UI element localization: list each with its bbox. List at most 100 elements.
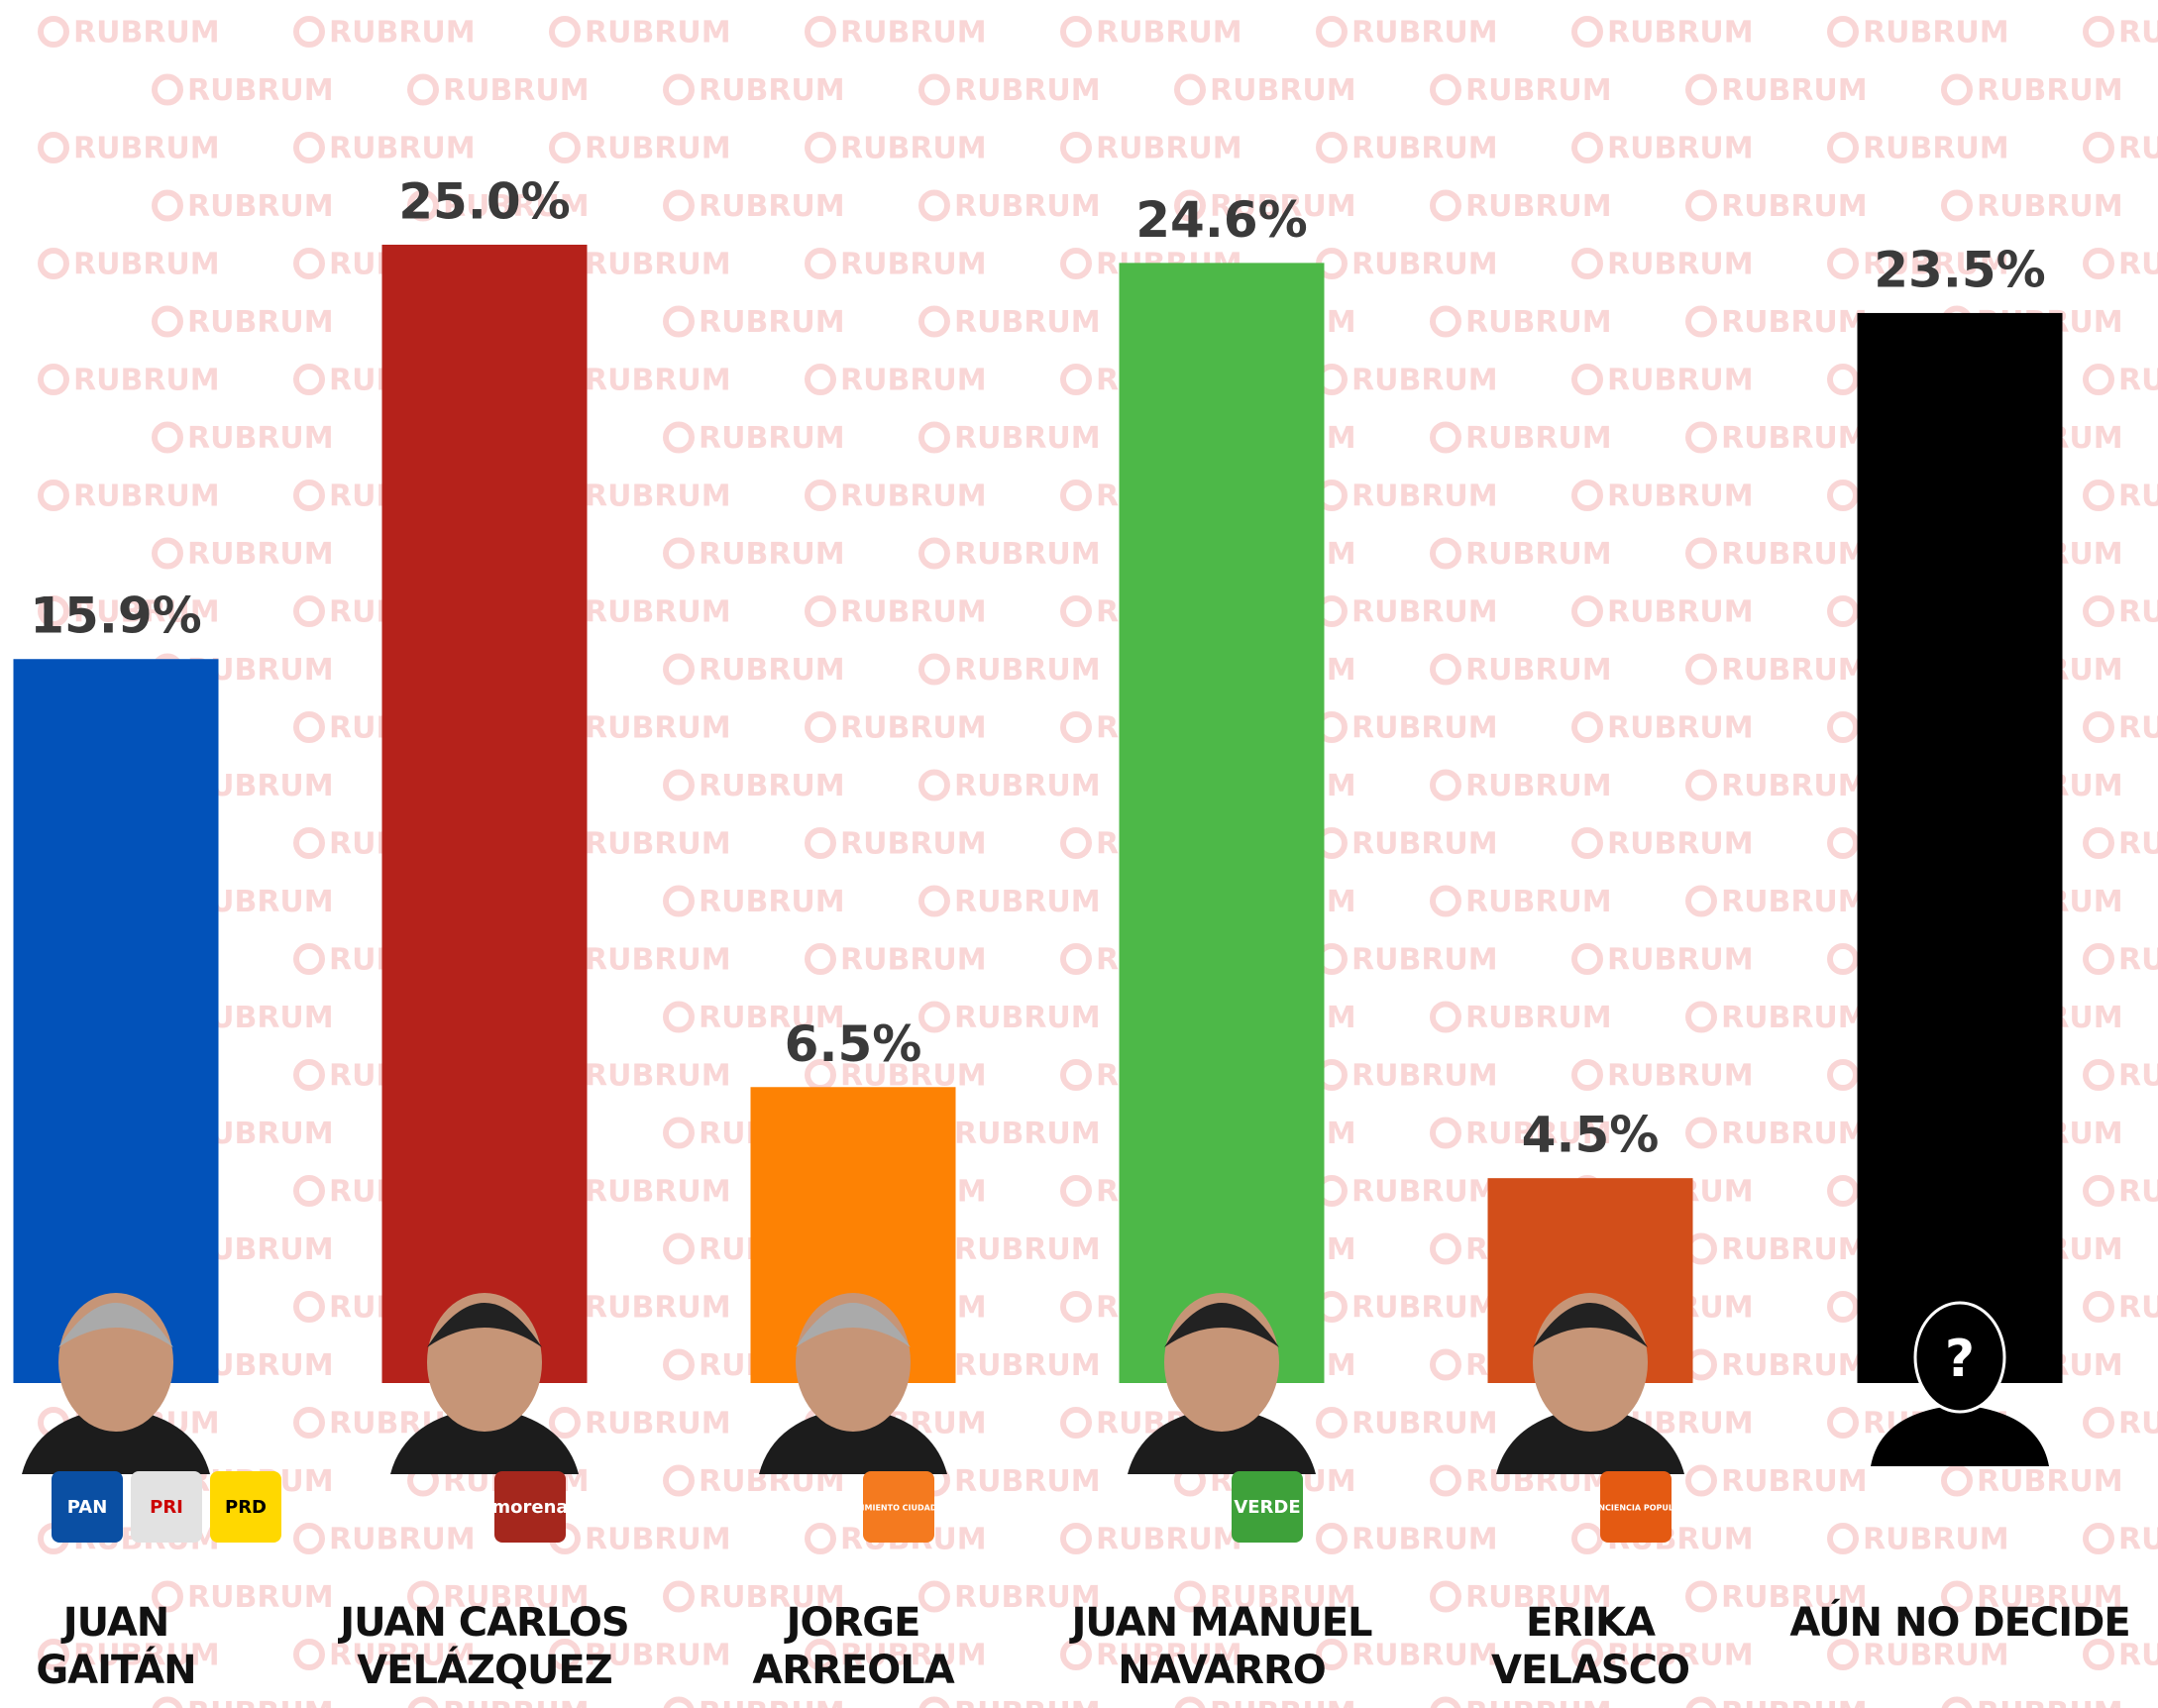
watermark-text: RUBRUM	[954, 769, 1101, 803]
chart: RUBRUM RUBRUM RUBRUM RUBRUM RUBRUM RUBRUM RUBR…	[0, 0, 2158, 1708]
watermark-icon	[666, 657, 692, 683]
watermark-text: RUBRUM	[1351, 827, 1498, 862]
watermark-text: RUBRUM	[1351, 248, 1498, 282]
watermark-text: RUBRUM	[585, 827, 731, 862]
watermark-icon	[2086, 367, 2111, 392]
watermark: RUBRUM RUBRUM RUBRUM RUBRUM RUBRUM RUBRUM RUBR…	[41, 16, 2158, 1708]
watermark-icon	[155, 1700, 180, 1708]
watermark-icon	[552, 1410, 578, 1436]
watermark-text: RUBRUM	[699, 189, 845, 224]
watermark-text: RUBRUM	[840, 943, 987, 978]
watermark-text: RUBRUM	[1351, 364, 1498, 398]
watermark-text: RUBRUM	[840, 595, 987, 630]
watermark-icon	[1574, 135, 1600, 160]
watermark-text: RUBRUM	[1465, 305, 1612, 340]
watermark-text: RUBRUM	[1465, 885, 1612, 919]
watermark-icon	[1063, 1526, 1089, 1551]
watermark-icon	[921, 657, 947, 683]
watermark-icon	[808, 1526, 833, 1551]
watermark-icon	[1433, 77, 1458, 103]
watermark-text: RUBRUM	[1721, 73, 1868, 108]
watermark-text: RUBRUM	[1607, 711, 1754, 746]
watermark-text: RUBRUM	[187, 537, 334, 572]
watermark-text: RUBRUM	[1351, 16, 1498, 51]
watermark-text: RUBRUM	[2118, 1407, 2158, 1441]
watermark-text: RUBRUM	[187, 189, 334, 224]
watermark-icon	[2086, 1526, 2111, 1551]
watermark-icon	[1830, 830, 1856, 856]
watermark-text: RUBRUM	[443, 73, 590, 108]
watermark-icon	[921, 541, 947, 567]
value-label: 4.5%	[1522, 1107, 1660, 1164]
watermark-icon	[666, 1468, 692, 1494]
watermark-text: RUBRUM	[954, 1117, 1101, 1151]
watermark-icon	[1830, 367, 1856, 392]
watermark-text: RUBRUM	[1096, 1523, 1242, 1557]
watermark-icon	[1830, 1062, 1856, 1088]
watermark-icon	[2086, 251, 2111, 276]
watermark-text: RUBRUM	[699, 421, 845, 456]
watermark-icon	[2086, 946, 2111, 972]
watermark-icon	[296, 1062, 322, 1088]
watermark-icon	[808, 367, 833, 392]
watermark-text: RUBRUM	[2118, 248, 2158, 282]
watermark-icon	[296, 482, 322, 508]
watermark-text: RUBRUM	[1465, 1001, 1612, 1035]
watermark-text: RUBRUM	[840, 711, 987, 746]
watermark-text: RUBRUM	[329, 16, 476, 51]
watermark-text: RUBRUM	[1607, 827, 1754, 862]
watermark-text: RUBRUM	[187, 421, 334, 456]
party-logo-text: PAN	[67, 1497, 108, 1518]
watermark-icon	[666, 425, 692, 451]
watermark-text: RUBRUM	[1721, 1464, 1868, 1499]
watermark-text: RUBRUM	[699, 305, 845, 340]
watermark-text: RUBRUM	[585, 1291, 731, 1326]
watermark-text: RUBRUM	[699, 653, 845, 688]
watermark-text: RUBRUM	[1721, 305, 1868, 340]
watermark-icon	[666, 889, 692, 914]
watermark-text: RUBRUM	[1721, 1001, 1868, 1035]
watermark-icon	[666, 1121, 692, 1146]
watermark-text: RUBRUM	[73, 16, 220, 51]
watermark-icon	[1688, 77, 1714, 103]
watermark-icon	[1433, 1468, 1458, 1494]
watermark-icon	[155, 193, 180, 219]
watermark-icon	[1688, 193, 1714, 219]
value-label: 25.0%	[398, 173, 570, 231]
watermark-text: RUBRUM	[1607, 132, 1754, 166]
watermark-text: RUBRUM	[1465, 653, 1612, 688]
watermark-icon	[666, 1352, 692, 1378]
silhouette-mark: ?	[1945, 1330, 1975, 1389]
watermark-text: RUBRUM	[1351, 1059, 1498, 1094]
watermark-text: RUBRUM	[329, 1523, 476, 1557]
watermark-icon	[1433, 1005, 1458, 1030]
watermark-icon	[2086, 830, 2111, 856]
watermark-text: RUBRUM	[840, 16, 987, 51]
watermark-text: RUBRUM	[1721, 885, 1868, 919]
watermark-icon	[296, 830, 322, 856]
watermark-icon	[1574, 714, 1600, 740]
watermark-icon	[1574, 19, 1600, 45]
watermark-icon	[808, 598, 833, 624]
watermark-text: RUBRUM	[1721, 1117, 1868, 1151]
watermark-text: RUBRUM	[585, 132, 731, 166]
watermark-text: RUBRUM	[585, 1059, 731, 1094]
watermark-text: RUBRUM	[73, 364, 220, 398]
watermark-icon	[1433, 193, 1458, 219]
value-label: 6.5%	[785, 1015, 922, 1073]
watermark-icon	[1433, 1121, 1458, 1146]
watermark-icon	[1574, 251, 1600, 276]
watermark-text: RUBRUM	[954, 537, 1101, 572]
watermark-icon	[1830, 1294, 1856, 1320]
bar	[1858, 313, 2063, 1383]
watermark-text: RUBRUM	[585, 1523, 731, 1557]
watermark-icon	[921, 1700, 947, 1708]
watermark-icon	[808, 946, 833, 972]
watermark-text: RUBRUM	[1607, 1059, 1754, 1094]
watermark-icon	[1688, 1005, 1714, 1030]
watermark-text: RUBRUM	[1607, 248, 1754, 282]
party-logo-text: PRI	[150, 1497, 183, 1518]
page: RUBRUM RUBRUM RUBRUM RUBRUM RUBRUM RUBRUM RUBR…	[0, 0, 2158, 1708]
watermark-text: RUBRUM	[1977, 1696, 2123, 1708]
watermark-text: RUBRUM	[1977, 189, 2123, 224]
